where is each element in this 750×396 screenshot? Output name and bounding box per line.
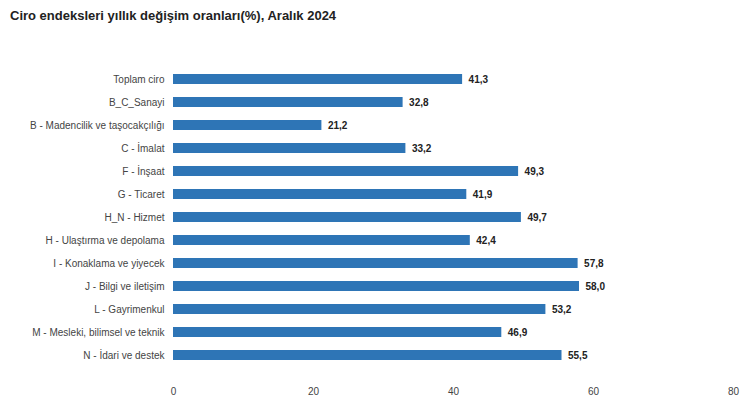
svg-text:41,3: 41,3 [469, 74, 489, 85]
svg-text:Toplam ciro: Toplam ciro [113, 74, 165, 85]
svg-text:B_C_Sanayi: B_C_Sanayi [109, 97, 165, 108]
svg-text:46,9: 46,9 [508, 327, 528, 338]
svg-text:55,5: 55,5 [568, 350, 588, 361]
svg-text:L - Gayrimenkul: L - Gayrimenkul [94, 304, 164, 315]
svg-text:57,8: 57,8 [584, 258, 604, 269]
svg-text:I - Konaklama ve yiyecek: I - Konaklama ve yiyecek [53, 258, 165, 269]
svg-text:G - Ticaret: G - Ticaret [118, 189, 165, 200]
svg-text:41,9: 41,9 [473, 189, 493, 200]
svg-text:60: 60 [588, 386, 600, 396]
svg-text:21,2: 21,2 [328, 120, 348, 131]
svg-text:20: 20 [308, 386, 320, 396]
svg-text:32,8: 32,8 [409, 97, 429, 108]
svg-text:M - Mesleki, bilimsel ve tekni: M - Mesleki, bilimsel ve teknik [32, 327, 165, 338]
svg-text:40: 40 [448, 386, 460, 396]
svg-text:49,7: 49,7 [527, 212, 547, 223]
html-text:Ciro endeksleri yıllık değişim: Ciro endeksleri yıllık değişim oranları(… [10, 8, 337, 23]
svg-text:42,4: 42,4 [476, 235, 496, 246]
svg-text:N - İdari ve destek: N - İdari ve destek [83, 349, 165, 361]
svg-text:53,2: 53,2 [552, 304, 572, 315]
svg-text:H - Ulaştırma ve depolama: H - Ulaştırma ve depolama [46, 235, 165, 246]
svg-text:33,2: 33,2 [412, 143, 432, 154]
svg-text:J - Bilgi ve iletişim: J - Bilgi ve iletişim [85, 281, 164, 292]
svg-text:80: 80 [728, 386, 740, 396]
svg-text:B - Madencilik ve taşocakçılığ: B - Madencilik ve taşocakçılığı [30, 120, 165, 131]
svg-text:F - İnşaat: F - İnşaat [122, 165, 164, 177]
svg-text:58,0: 58,0 [586, 281, 606, 292]
svg-text:49,3: 49,3 [525, 166, 545, 177]
svg-text:C - İmalat: C - İmalat [121, 142, 165, 154]
svg-text:H_N - Hizmet: H_N - Hizmet [104, 212, 164, 223]
svg-text:0: 0 [171, 386, 177, 396]
